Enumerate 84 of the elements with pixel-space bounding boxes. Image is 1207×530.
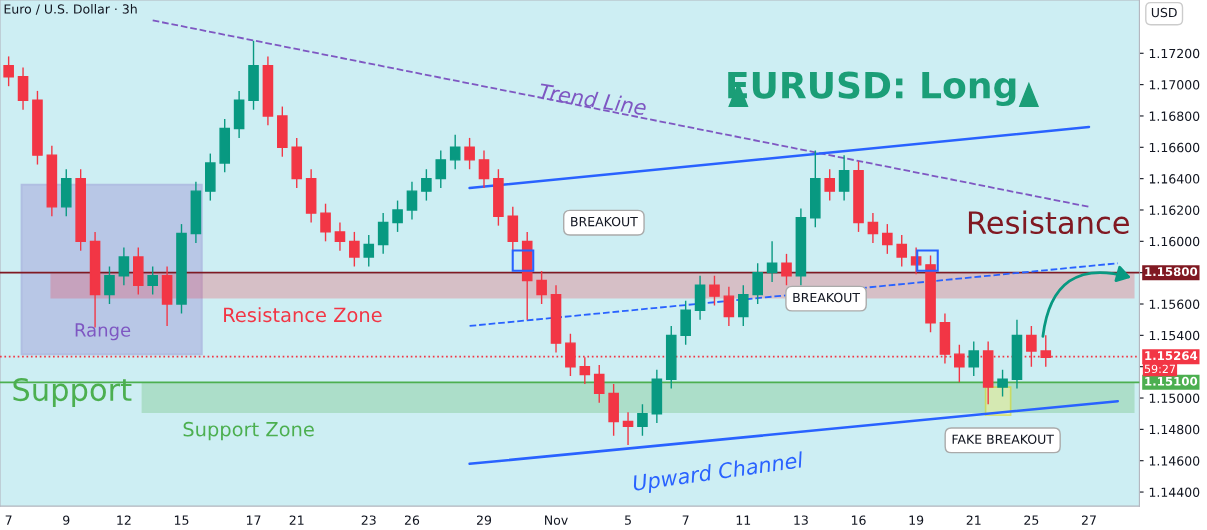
candlestick	[17, 66, 29, 111]
candlestick	[968, 340, 980, 377]
y-tick-label: 1.14400	[1149, 487, 1200, 497]
y-tick-label: 1.16600	[1149, 142, 1200, 153]
candlestick	[709, 275, 720, 307]
annotation: BREAKOUT	[793, 292, 861, 303]
x-tick-label: 7	[682, 515, 689, 525]
candlestick	[118, 246, 130, 286]
annotation: Resistance	[968, 210, 1129, 235]
text: Upward Channel	[632, 451, 805, 496]
band-label: Support Zone	[183, 421, 314, 441]
candlestick	[478, 149, 490, 189]
candlestick	[824, 168, 836, 202]
candlestick	[838, 154, 850, 202]
y-tick-label: 1.16000	[1149, 236, 1200, 247]
x-tick-label: 7	[5, 515, 12, 525]
candlestick	[406, 181, 418, 221]
text: 59:27	[1144, 364, 1176, 374]
candlestick	[723, 286, 735, 327]
candlestick	[363, 234, 375, 268]
candlestick	[104, 265, 115, 305]
x-tick-label: 16	[851, 515, 866, 525]
candlestick	[147, 265, 158, 296]
candlestick	[3, 55, 14, 87]
y-tick-label: 1.16800	[1149, 111, 1200, 121]
candlestick	[781, 253, 792, 286]
y-axis-title: USD	[1151, 7, 1177, 18]
x-tick-label: 12	[117, 515, 131, 525]
x-tick-label: 9	[63, 515, 70, 525]
y-tick-label: 1.14800	[1149, 424, 1200, 435]
x-tick-label: 13	[794, 515, 808, 525]
x-tick-label: 15	[174, 515, 189, 525]
ref-line-label: 1.15800	[1145, 267, 1198, 277]
x-tick-label: 21	[966, 515, 981, 525]
candlestick	[637, 403, 648, 437]
text: Trend Line	[538, 82, 647, 116]
y-tick-label: 1.16200	[1149, 205, 1200, 215]
candlestick	[464, 137, 475, 170]
candlestick	[997, 369, 1008, 398]
x-tick-label: 29	[476, 515, 492, 525]
candlestick	[867, 212, 879, 244]
candlestick	[752, 262, 763, 305]
annotation: Range	[75, 323, 131, 341]
candlestick	[896, 234, 908, 268]
y-tick-label: 1.16400	[1149, 174, 1200, 184]
x-tick-label: 11	[736, 515, 751, 525]
x-tick-label: 19	[909, 515, 924, 525]
candlestick	[882, 223, 893, 255]
y-tick-label: 1.15600	[1149, 299, 1200, 309]
candlestick	[449, 134, 461, 170]
y-tick-label: 1.17200	[1149, 48, 1200, 59]
candlestick	[565, 333, 576, 377]
y-tick-label: 1.17000	[1149, 80, 1200, 90]
candlestick	[954, 344, 965, 384]
ref-line-label: 1.15100	[1145, 376, 1198, 386]
x-tick-label: Nov	[545, 515, 568, 525]
candlestick	[320, 203, 331, 243]
y-tick-label: 1.15400	[1149, 330, 1200, 341]
candlestick	[622, 411, 634, 446]
annotation: BREAKOUT	[571, 216, 638, 227]
candlestick	[421, 168, 432, 202]
y-tick-label: 1.14600	[1149, 456, 1200, 466]
x-tick-label: 23	[361, 515, 376, 525]
x-tick-label: 26	[404, 515, 420, 525]
x-tick-label: 17	[246, 515, 261, 525]
y-tick-label: 1.15000	[1149, 393, 1200, 403]
candlestick	[349, 231, 360, 268]
annotation: Support	[13, 378, 132, 408]
candlestick	[377, 212, 389, 255]
candlestick	[392, 199, 403, 233]
annotation: EURUSD: Long	[728, 71, 1016, 107]
candlestick	[593, 364, 605, 404]
band-label: Resistance Zone	[224, 307, 382, 323]
x-tick-label: 27	[1081, 515, 1096, 525]
candlestick	[737, 284, 749, 327]
candlestick	[536, 270, 547, 305]
chart-title: Euro / U.S. Dollar · 3h	[4, 4, 137, 15]
annotation: FAKE BREAKOUT	[952, 434, 1054, 444]
candlestick	[435, 149, 447, 189]
x-tick-label: 25	[1024, 515, 1039, 525]
x-tick-label: 5	[625, 515, 631, 525]
x-tick-label: 21	[289, 515, 304, 525]
candlestick	[334, 221, 346, 252]
ref-line-label: 1.15264	[1145, 351, 1198, 361]
